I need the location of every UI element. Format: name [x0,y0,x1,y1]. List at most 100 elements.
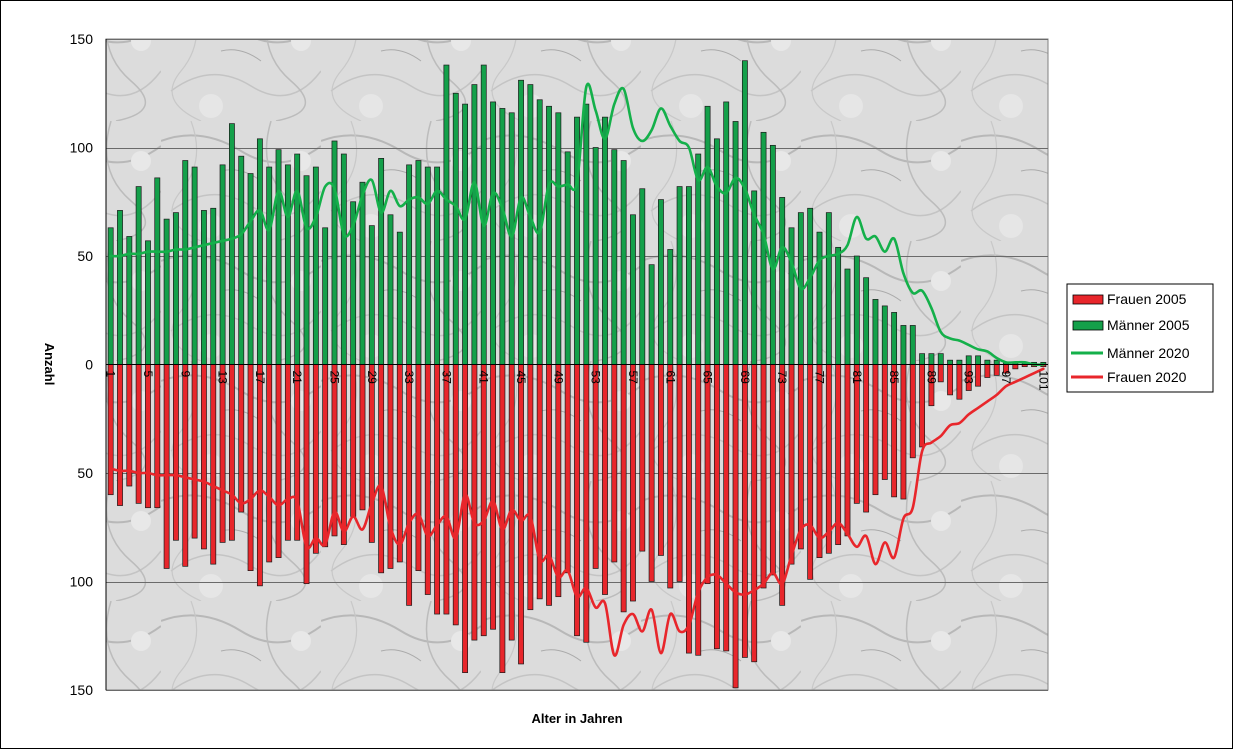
bar-frauen-2005 [145,364,151,509]
y-tick-label: 150 [70,31,94,47]
bar-maenner-2005 [284,164,291,365]
bar-maenner-2005 [368,225,375,365]
bar-maenner-2005 [676,186,683,365]
y-axis-title: Anzahl [42,343,57,386]
x-tick-label: 25 [328,371,342,385]
x-tick-label: 41 [477,371,491,385]
bar-frauen-2005 [201,364,207,550]
bar-maenner-2005 [415,160,422,365]
bar-frauen-2005 [126,364,133,487]
bar-frauen-2005 [518,364,524,665]
bar-frauen-2005 [881,364,888,480]
bar-maenner-2005 [312,166,319,365]
bar-maenner-2005 [975,355,981,365]
x-tick-label: 61 [663,370,677,384]
y-tick-label: 150 [70,682,94,698]
bar-maenner-2005 [853,255,860,365]
bar-frauen-2005 [536,364,543,600]
bar-maenner-2005 [256,138,263,365]
y-tick-labels: 150 100 50 0 50 100 150 [70,31,94,698]
bar-frauen-2005 [247,364,254,571]
bar-frauen-2005 [602,364,608,595]
x-tick-label: 89 [924,370,938,384]
bar-frauen-2005 [135,364,142,504]
bar-maenner-2005 [648,264,655,365]
bar-frauen-2005 [471,364,478,641]
bar-maenner-2005 [331,140,338,365]
bar-maenner-2005 [490,101,496,365]
y-tick-label: 100 [70,574,94,590]
bar-maenner-2005 [947,359,953,365]
bar-frauen-2005 [630,364,636,602]
bar-maenner-2005 [201,210,207,365]
bar-maenner-2005 [723,101,730,365]
bar-maenner-2005 [620,160,627,365]
bar-maenner-2005 [294,153,301,365]
bar-frauen-2005 [266,364,273,563]
bar-frauen-2005 [443,364,450,615]
bar-frauen-2005 [844,364,851,537]
bar-frauen-2005 [163,364,170,569]
bar-frauen-2005 [229,364,235,541]
x-tick-label: 49 [551,370,565,384]
lines-layer [109,82,1045,657]
line-frauen-2020 [109,367,1045,657]
bars-layer [107,60,1047,689]
bar-maenner-2005 [760,131,767,365]
bar-frauen-2005 [592,364,599,569]
bar-frauen-2005 [415,364,422,571]
bar-maenner-2005 [844,268,851,365]
bar-frauen-2005 [322,364,329,548]
bar-frauen-2005 [863,364,870,513]
bar-frauen-2005 [303,364,310,585]
x-tick-label: 101 [1036,370,1050,390]
bar-maenner-2005 [630,214,636,365]
bar-frauen-2005 [359,364,366,511]
x-tick-label: 5 [141,371,155,378]
bar-maenner-2005 [247,173,254,365]
legend-item-maenner-2020: Männer 2020 [1071,345,1190,361]
bar-maenner-2005 [741,60,748,365]
bar-frauen-2005 [620,364,627,613]
bar-maenner-2005 [154,177,161,365]
bar-frauen-2005 [210,364,217,565]
bar-frauen-2005 [760,364,767,589]
bar-frauen-2005 [564,364,571,574]
bar-maenner-2005 [956,359,963,365]
bar-maenner-2005 [928,353,935,365]
bar-frauen-2005 [424,364,431,595]
bar-frauen-2005 [732,364,739,689]
bar-maenner-2005 [126,236,133,365]
bar-frauen-2005 [704,364,711,585]
legend-swatch-frauen-2005 [1072,294,1104,305]
bar-frauen-2005 [835,364,842,545]
bar-maenner-2005 [340,153,347,365]
bar-frauen-2005 [695,364,702,656]
legend-label-frauen-2005: Frauen 2005 [1107,291,1187,307]
legend-label-maenner-2020: Männer 2020 [1107,345,1190,361]
bar-frauen-2005 [816,364,823,558]
x-tick-label: 65 [701,371,715,385]
bar-frauen-2005 [527,364,534,611]
bar-frauen-2005 [779,364,786,606]
bar-maenner-2005 [219,164,226,365]
x-tick-label: 17 [253,371,267,385]
x-tick-label: 29 [365,371,379,385]
bar-frauen-2005 [508,364,515,641]
legend-swatch-maenner-2005 [1072,320,1104,331]
bar-frauen-2005 [182,364,189,567]
bar-frauen-2005 [191,364,198,539]
bar-maenner-2005 [266,166,273,365]
legend-item-frauen-2020: Frauen 2020 [1071,369,1187,385]
legend-item-frauen-2005: Frauen 2005 [1072,291,1187,307]
bar-maenner-2005 [816,231,823,365]
x-tick-label: 97 [999,370,1013,384]
bar-maenner-2005 [881,305,888,365]
bar-maenner-2005 [919,353,926,365]
bar-maenner-2005 [145,240,151,365]
bar-frauen-2005 [284,364,291,541]
bar-maenner-2005 [462,103,468,365]
bar-maenner-2005 [135,186,142,365]
